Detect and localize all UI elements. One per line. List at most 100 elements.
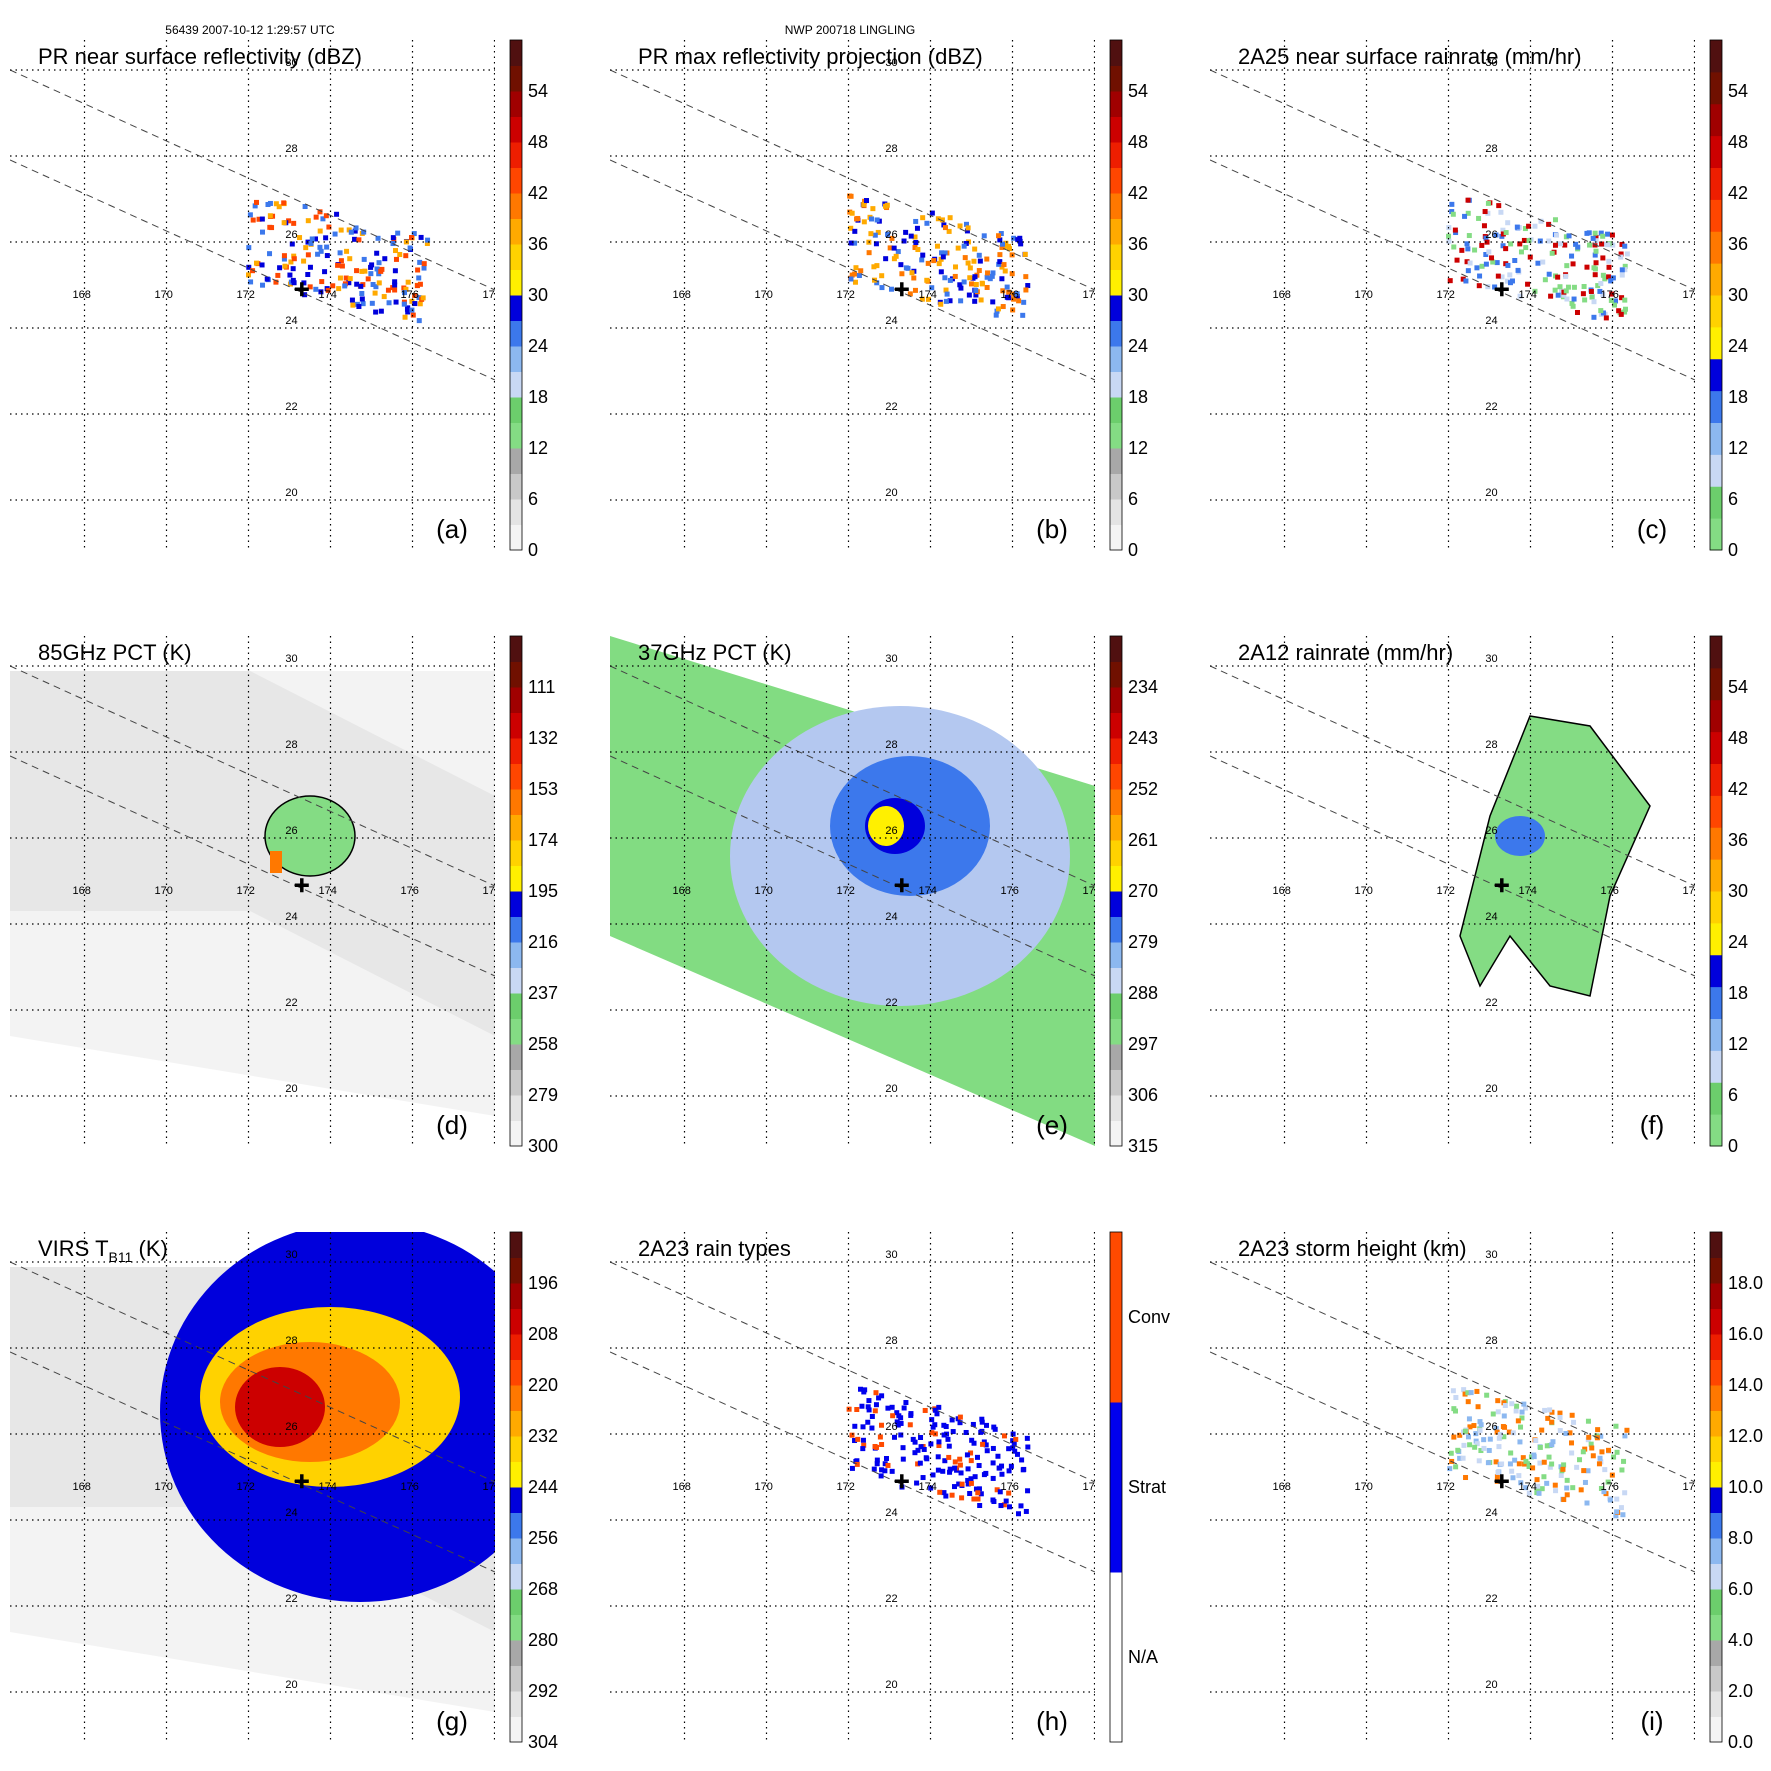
lon-tick-label: 176: [401, 1481, 419, 1493]
colorbar-tick-label: 244: [528, 1477, 558, 1497]
rain-pixel: [999, 264, 1005, 270]
colorbar-tick-label: 36: [1128, 234, 1148, 254]
rain-pixel: [307, 264, 313, 270]
rain-pixel: [980, 1441, 986, 1447]
rain-pixel: [899, 271, 905, 277]
colorbar-frame: [509, 635, 523, 1147]
rain-pixel: [410, 312, 416, 318]
colorbar-tick-label: 30: [1728, 285, 1748, 305]
rain-pixel: [1564, 1492, 1570, 1498]
rain-pixel: [1561, 1497, 1567, 1503]
rain-pixel: [1557, 284, 1563, 290]
rain-pixel: [1588, 1441, 1594, 1447]
rain-pixel: [920, 1475, 926, 1481]
rain-pixel: [1512, 1457, 1518, 1463]
rain-pixel: [397, 251, 403, 257]
colorbar-tick-label: 18: [1128, 387, 1148, 407]
rain-pixel: [893, 253, 899, 259]
colorbar-tick-label: 4.0: [1728, 1630, 1753, 1650]
colorbar-band: [1710, 763, 1722, 796]
rain-pixel: [1611, 1454, 1617, 1460]
rain-pixel: [372, 290, 378, 296]
swath-edge-line: [610, 69, 1095, 291]
colorbar-band: [510, 1410, 522, 1437]
rain-pixel: [908, 233, 914, 239]
rain-pixel: [1449, 209, 1455, 215]
lat-tick-label: 24: [1485, 911, 1497, 923]
rain-region: [1459, 715, 1651, 997]
colorbar-band: [1710, 1308, 1722, 1335]
rain-pixel: [1564, 1485, 1570, 1491]
rain-pixel: [994, 1487, 1000, 1493]
panel-label: (d): [436, 1110, 468, 1140]
colorbar-band: [1710, 1436, 1722, 1462]
colorbar-band: [1110, 1120, 1122, 1147]
rain-pixel: [1446, 238, 1452, 244]
colorbar-band: [1710, 1665, 1722, 1692]
rain-pixel: [1563, 1431, 1569, 1437]
rain-pixel: [1532, 288, 1538, 294]
rain-pixel: [879, 1467, 885, 1473]
plot-area-g: 168 170 172 174 176 178 30 28 26 24 22 20: [10, 1232, 495, 1742]
rain-pixel: [412, 301, 418, 307]
colorbar-tick-label: 42: [1728, 183, 1748, 203]
rain-pixel: [993, 312, 999, 318]
colorbar-tick-label: 132: [528, 728, 558, 748]
swath-edge-line: [10, 69, 495, 291]
rain-pixel: [1610, 242, 1616, 248]
swath-edge-line: [1210, 755, 1695, 977]
rain-pixel: [1018, 241, 1024, 247]
rain-pixel: [1450, 211, 1456, 217]
swath-edge-line: [1210, 159, 1695, 381]
panel-title: 2A23 storm height (km): [1238, 1236, 1467, 1261]
rain-pixel: [1589, 294, 1595, 300]
rain-pixel: [1025, 283, 1031, 289]
rain-pixel: [967, 1491, 973, 1497]
rain-pixel: [875, 229, 881, 235]
rain-pixel: [1614, 1509, 1620, 1515]
rain-pixel: [1505, 262, 1511, 268]
colorbar-band: [510, 1614, 522, 1641]
rain-pixel: [999, 241, 1005, 247]
rain-pixel: [356, 237, 362, 243]
rain-pixel: [1570, 1485, 1576, 1491]
rain-pixel: [1597, 1455, 1603, 1461]
colorbar-band: [1710, 1512, 1722, 1539]
rain-pixel: [889, 235, 895, 241]
rain-pixel: [1613, 1423, 1619, 1429]
colorbar-tick-label: 237: [528, 983, 558, 1003]
lat-tick-label: 22: [285, 997, 297, 1009]
lon-tick-label: 174: [919, 1481, 937, 1493]
lat-tick-label: 30: [1485, 1249, 1497, 1261]
colorbar-tick-label: 24: [1728, 932, 1748, 952]
colorbar-band: [510, 1436, 522, 1462]
rain-pixel: [378, 308, 384, 314]
storm-center-marker: [294, 282, 309, 297]
colorbar-tick-label: 6: [1728, 1085, 1738, 1105]
rain-pixel: [973, 292, 979, 298]
rain-pixel: [402, 314, 408, 320]
rain-pixel: [958, 285, 964, 291]
rain-pixel: [889, 1404, 895, 1410]
panel-title: 85GHz PCT (K): [38, 640, 192, 665]
rain-pixel: [929, 210, 935, 216]
rain-pixel: [860, 1424, 866, 1430]
rain-pixel: [938, 269, 944, 275]
rain-pixel: [1620, 1512, 1626, 1518]
rain-pixel: [1020, 312, 1026, 318]
colorbar-band: [1710, 103, 1722, 137]
rain-pixel: [1502, 1403, 1508, 1409]
rain-pixel: [1501, 1400, 1507, 1406]
rain-pixel: [891, 245, 897, 251]
rain-pixel: [1457, 1432, 1463, 1438]
rain-pixel: [909, 270, 915, 276]
rain-pixel: [924, 220, 930, 226]
colorbar-band: [1710, 1257, 1722, 1284]
rain-pixel: [972, 246, 978, 252]
lon-tick-label: 168: [673, 885, 691, 897]
rain-pixel: [1002, 268, 1008, 274]
rain-pixel: [1493, 1459, 1499, 1465]
colorbar-band: [510, 295, 522, 321]
colorbar-tick-label: 14.0: [1728, 1375, 1763, 1395]
colorbar-band: [1110, 269, 1122, 296]
